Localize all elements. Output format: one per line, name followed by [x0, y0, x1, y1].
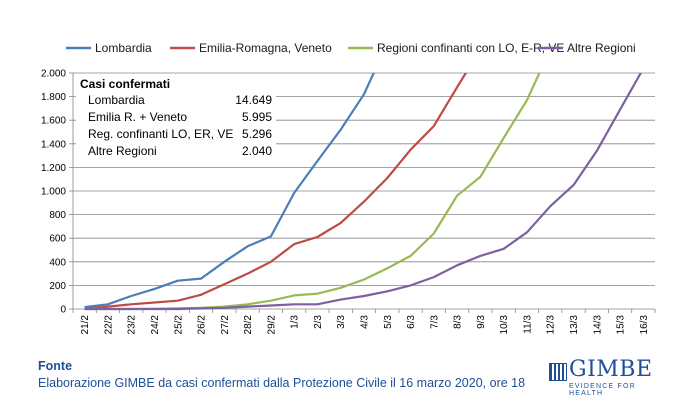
- y-tick-label: 1.800: [41, 92, 66, 103]
- x-tick-label: 2/3: [313, 315, 324, 329]
- x-tick-label: 24/2: [150, 315, 161, 335]
- x-tick-label: 29/2: [266, 315, 277, 335]
- stats-row-value: 5.296: [242, 127, 272, 141]
- logo-mark-icon: [549, 363, 567, 381]
- stats-row-value: 14.649: [235, 93, 272, 107]
- stats-row-label: Altre Regioni: [88, 144, 157, 158]
- y-tick-label: 400: [49, 257, 66, 268]
- series-lines: [84, 73, 643, 311]
- legend: Lombardia Emilia-Romagna, Veneto Regioni c…: [66, 41, 636, 55]
- stats-row-value: 2.040: [242, 144, 272, 158]
- logo-tagline: EVIDENCE FOR HEALTH: [569, 383, 636, 397]
- y-tick-label: 1.200: [41, 163, 66, 174]
- y-tick-label: 0: [60, 305, 66, 316]
- stats-title: Casi confermati: [80, 77, 170, 91]
- x-tick-label: 8/3: [453, 315, 464, 329]
- legend-label: Regioni confinanti con LO, E-R, VE: [377, 41, 564, 55]
- x-tick-label: 28/2: [243, 315, 254, 335]
- x-tick-label: 16/3: [639, 315, 650, 335]
- x-tick-label: 23/2: [127, 315, 138, 335]
- x-tick-label: 13/3: [569, 315, 580, 335]
- source-title: Fonte: [38, 359, 73, 373]
- x-tick-label: 15/3: [616, 315, 627, 335]
- legend-label: Altre Regioni: [567, 41, 636, 55]
- x-tick-label: 10/3: [499, 315, 510, 335]
- x-tick-label: 5/3: [383, 315, 394, 329]
- stats-box: Casi confermati Lombardia 14.649 Emilia R. …: [76, 74, 276, 162]
- series-line-lombardia: [84, 73, 375, 309]
- stats-background: [76, 74, 276, 162]
- x-tick-label: 1/3: [290, 315, 301, 329]
- x-tick-label: 3/3: [336, 315, 347, 329]
- stats-row-label: Reg. confinanti LO, ER, VE: [88, 127, 233, 141]
- x-tick-label: 14/3: [592, 315, 603, 335]
- y-tick-label: 1.000: [41, 187, 66, 198]
- x-tick-label: 22/2: [103, 315, 114, 335]
- y-tick-labels: 0 200 400 600 800 1.000 1.200 1.400 1.600 1.800 2.…: [41, 69, 66, 316]
- x-tick-label: 6/3: [406, 315, 417, 329]
- axes: [69, 72, 656, 313]
- source-footer: Fonte Elaborazione GIMBE da casi conferm…: [38, 358, 525, 392]
- series-line-altre-regioni: [84, 73, 643, 311]
- logo-wordmark: GIMBE: [569, 357, 653, 382]
- x-tick-label: 26/2: [197, 315, 208, 335]
- x-tick-label: 12/3: [546, 315, 557, 335]
- y-tick-label: 1.400: [41, 139, 66, 150]
- x-tick-label: 11/3: [522, 315, 533, 334]
- x-tick-label: 27/2: [220, 315, 231, 335]
- stats-row-value: 5.995: [242, 110, 272, 124]
- stats-row-label: Lombardia: [88, 93, 145, 107]
- x-tick-label: 9/3: [476, 315, 487, 329]
- legend-label: Lombardia: [95, 41, 152, 55]
- series-line-emilia-romagna-veneto: [84, 73, 468, 310]
- x-tick-label: 7/3: [429, 315, 440, 329]
- x-tick-label: 4/3: [360, 315, 371, 329]
- gimbe-logo: GIMBE EVIDENCE FOR HEALTH: [549, 357, 652, 397]
- y-tick-label: 2.000: [41, 69, 66, 80]
- x-tick-label: 21/2: [80, 315, 91, 335]
- legend-label: Emilia-Romagna, Veneto: [199, 41, 332, 55]
- x-tick-label: 25/2: [173, 315, 184, 335]
- stats-row-label: Emilia R. + Veneto: [88, 110, 187, 124]
- y-tick-label: 200: [49, 281, 66, 292]
- y-tick-label: 600: [49, 234, 66, 245]
- y-tick-label: 1.600: [41, 116, 66, 127]
- source-text: Elaborazione GIMBE da casi confermati da…: [38, 376, 526, 390]
- y-tick-label: 800: [49, 210, 66, 221]
- x-tick-labels: 21/2 22/2 23/2 24/2 25/2 26/2 27/2 28/2 29/2 1/3 2…: [80, 315, 650, 335]
